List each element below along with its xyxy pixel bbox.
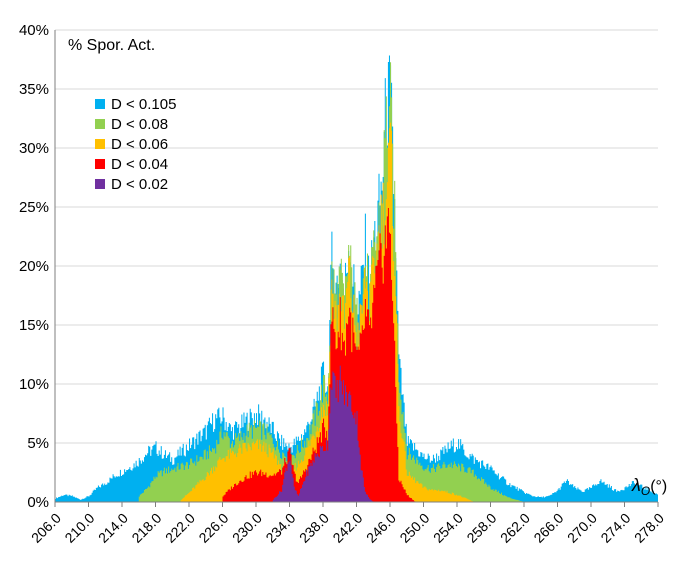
x-tick-label-11: 250.0	[396, 510, 432, 546]
x-tick-label-9: 242.0	[329, 510, 365, 546]
series-area-d-004	[222, 208, 417, 502]
x-tick-label-12: 254.0	[430, 510, 466, 546]
y-tick-label-8: 40%	[19, 22, 49, 39]
x-axis-subscript: O	[641, 484, 650, 498]
legend-swatch-4	[95, 179, 105, 189]
legend-swatch-0	[95, 99, 105, 109]
legend-swatch-1	[95, 119, 105, 129]
legend-label-2: D < 0.06	[111, 136, 168, 153]
x-tick-label-2: 214.0	[95, 510, 131, 546]
y-tick-label-3: 15%	[19, 317, 49, 334]
series-layer	[55, 55, 658, 503]
y-tick-label-7: 35%	[19, 81, 49, 98]
x-tick-labels: 206.0210.0214.0218.0222.0226.0230.0234.0…	[28, 510, 667, 546]
x-tick-label-3: 218.0	[128, 510, 164, 546]
y-tick-label-5: 25%	[19, 199, 49, 216]
x-tick-label-14: 262.0	[497, 510, 533, 546]
legend: D < 0.105 D < 0.08 D < 0.06 D < 0.04 D < 0.0…	[95, 96, 176, 193]
y-tick-label-0: 0%	[27, 494, 49, 511]
y-tick-label-4: 20%	[19, 258, 49, 275]
x-tick-label-7: 234.0	[262, 510, 298, 546]
y-tick-labels: 0% 5% 10% 15% 20% 25% 30% 35% 40%	[19, 22, 49, 511]
y-tick-label-2: 10%	[19, 376, 49, 393]
legend-label-4: D < 0.02	[111, 176, 168, 193]
x-tick-label-17: 274.0	[597, 510, 633, 546]
x-tick-label-16: 270.0	[564, 510, 600, 546]
legend-swatch-2	[95, 139, 105, 149]
x-tick-label-0: 206.0	[28, 510, 64, 546]
x-axis-label: λO(°)	[631, 475, 667, 498]
legend-swatch-3	[95, 159, 105, 169]
x-axis-unit: (°)	[650, 478, 667, 495]
y-tick-label-1: 5%	[27, 435, 49, 452]
x-tick-label-1: 210.0	[61, 510, 97, 546]
x-tick-label-15: 266.0	[530, 510, 566, 546]
x-tick-label-5: 226.0	[195, 510, 231, 546]
x-axis-symbol: λ	[631, 475, 641, 495]
x-tick-label-13: 258.0	[463, 510, 499, 546]
x-tick-label-10: 246.0	[363, 510, 399, 546]
legend-label-1: D < 0.08	[111, 116, 168, 133]
x-tick-label-8: 238.0	[296, 510, 332, 546]
legend-label-0: D < 0.105	[111, 96, 176, 113]
y-axis-label: % Spor. Act.	[68, 37, 155, 54]
x-tick-label-18: 278.0	[631, 510, 667, 546]
series-area-d-006	[180, 122, 475, 503]
x-tick-label-6: 230.0	[229, 510, 265, 546]
x-tick-label-4: 222.0	[162, 510, 198, 546]
axes	[54, 30, 659, 507]
y-tick-label-6: 30%	[19, 140, 49, 157]
series-area-d-002	[272, 365, 375, 502]
legend-label-3: D < 0.04	[111, 156, 168, 173]
